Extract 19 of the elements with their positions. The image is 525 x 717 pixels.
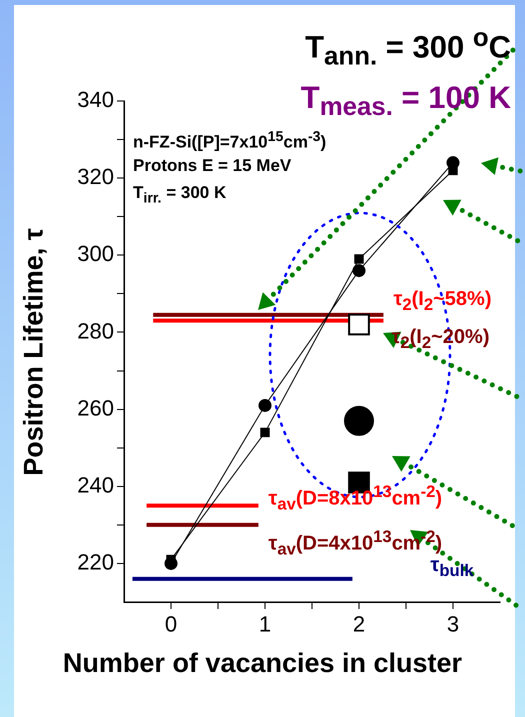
x-tick-label: 2 — [352, 611, 366, 636]
annotation: n-FZ-Si([P]=7x10$^{15}$cm$^{-3}$) — [133, 129, 326, 152]
y-tick-label: 320 — [77, 164, 114, 190]
annotation: Protons E = 15 MeV — [133, 156, 292, 175]
annotation: T$_{irr.}$ = 300 K — [133, 183, 226, 206]
x-tick-label: 1 — [258, 611, 272, 636]
y-tick-label: 260 — [77, 395, 114, 420]
x-tick-label: 0 — [164, 611, 178, 636]
chart-title: T$_{ann.}$ = 300 $^{o}$C — [305, 24, 511, 71]
y-tick-label: 240 — [77, 472, 114, 498]
y-tick-label: 280 — [77, 318, 114, 344]
y-tick-label: 220 — [77, 550, 114, 575]
y-axis-title: Positron Lifetime, τ — [18, 228, 48, 476]
x-axis-title: Number of vacancies in cluster — [62, 648, 464, 678]
chart-subtitle: T$_{meas.}$ = 100 K — [300, 80, 511, 122]
y-tick-label: 300 — [77, 241, 114, 266]
y-tick-label: 340 — [77, 87, 114, 112]
series-label: τ$_{2}$(I$_{2}$~58%) — [393, 288, 492, 314]
x-tick-label: 3 — [446, 611, 460, 636]
